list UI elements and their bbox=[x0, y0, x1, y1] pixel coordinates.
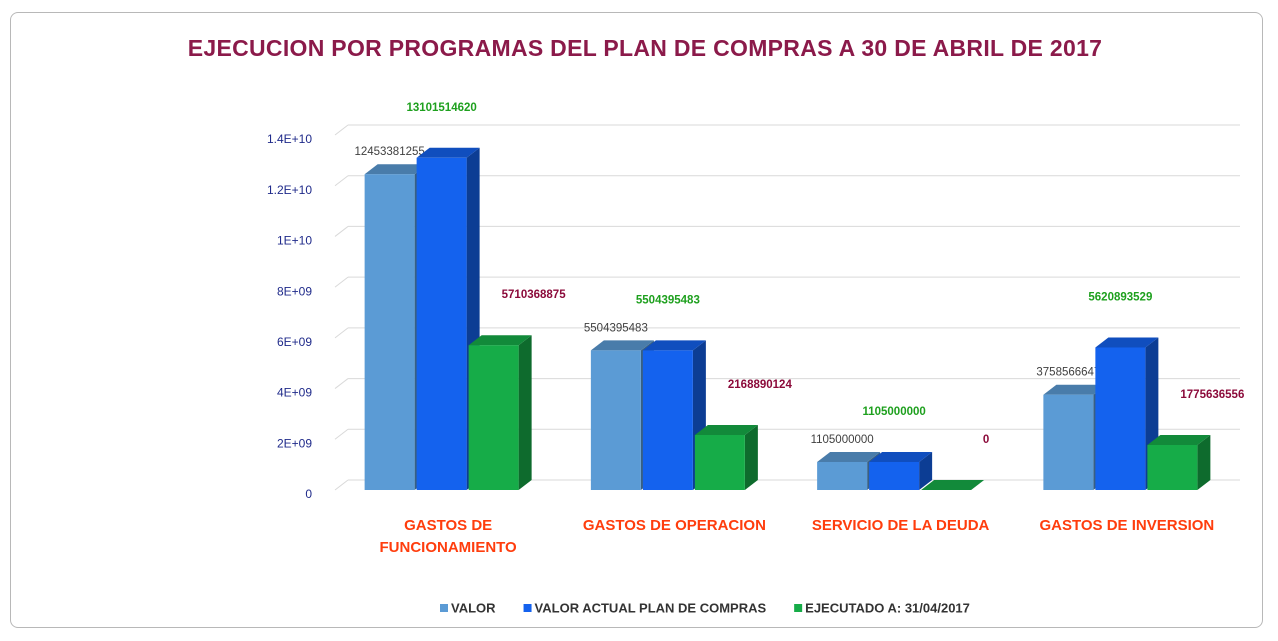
y-tick-label: 6E+09 bbox=[277, 335, 312, 349]
data-label: 5504395483 bbox=[584, 322, 648, 334]
bar-top bbox=[1095, 337, 1159, 348]
data-label: 1105000000 bbox=[811, 434, 874, 446]
chart-frame bbox=[10, 12, 1263, 628]
bar-top bbox=[869, 451, 933, 462]
bar bbox=[1043, 394, 1094, 490]
x-tick-label: GASTOS DE FUNCIONAMIENTO bbox=[379, 517, 517, 556]
bar-side bbox=[1197, 434, 1211, 490]
y-tick-label: 1.2E+10 bbox=[267, 183, 312, 197]
legend-swatch bbox=[794, 604, 803, 612]
grid-line bbox=[334, 479, 349, 491]
bar bbox=[590, 350, 641, 490]
y-tick-label: 2E+09 bbox=[277, 436, 312, 450]
bar-top bbox=[694, 425, 758, 436]
data-label: 12453381255 bbox=[354, 146, 424, 158]
bar-side bbox=[518, 335, 532, 490]
bar bbox=[1147, 444, 1198, 490]
bar-top bbox=[921, 480, 985, 490]
bar bbox=[694, 435, 745, 490]
bar-top bbox=[590, 340, 654, 351]
data-label: 5710368875 bbox=[502, 289, 567, 301]
y-tick-label: 1E+10 bbox=[277, 234, 312, 248]
grid-line bbox=[334, 175, 349, 187]
x-tick-label: GASTOS DE INVERSION bbox=[1039, 517, 1215, 534]
grid-line bbox=[334, 378, 349, 389]
bar-side bbox=[744, 425, 758, 490]
grid-line bbox=[334, 226, 349, 237]
chart-title: EJECUCION POR PROGRAMAS DEL PLAN DE COMP… bbox=[187, 35, 1103, 61]
y-tick-label: 4E+09 bbox=[277, 386, 312, 400]
data-label: 1775636556 bbox=[1180, 389, 1244, 401]
bar bbox=[468, 345, 519, 490]
x-tick-label: SERVICIO DE LA DEUDA bbox=[811, 517, 990, 534]
bar bbox=[364, 174, 415, 490]
bar-top bbox=[642, 340, 706, 351]
bar-side bbox=[919, 451, 933, 490]
data-label: 5504395483 bbox=[636, 294, 700, 306]
data-label: 3758566647 bbox=[1036, 367, 1100, 379]
data-label: 2168890124 bbox=[728, 379, 793, 391]
bar-top bbox=[364, 164, 428, 175]
bar-top bbox=[416, 147, 480, 158]
y-tick-label: 8E+09 bbox=[277, 284, 312, 298]
grid-line bbox=[334, 428, 349, 440]
legend-label: VALOR ACTUAL PLAN DE COMPRAS bbox=[535, 600, 767, 615]
grid-line bbox=[334, 276, 349, 288]
bar-top bbox=[1043, 384, 1107, 395]
bar bbox=[817, 461, 868, 490]
grid-line bbox=[334, 124, 349, 136]
data-label: 0 bbox=[983, 434, 989, 446]
legend-swatch bbox=[523, 604, 532, 612]
grid-line bbox=[334, 327, 349, 339]
x-tick-label: GASTOS DE OPERACION bbox=[582, 517, 766, 534]
data-label: 13101514620 bbox=[406, 102, 476, 114]
bar bbox=[416, 157, 467, 490]
bar bbox=[1095, 347, 1146, 490]
bar bbox=[869, 461, 920, 490]
data-label: 5620893529 bbox=[1088, 292, 1152, 304]
data-label: 1105000000 bbox=[862, 406, 925, 418]
legend-swatch bbox=[440, 604, 448, 612]
bar-top bbox=[817, 451, 881, 462]
y-tick-label: 0 bbox=[305, 487, 312, 501]
legend-label: EJECUTADO A: 31/04/2017 bbox=[805, 600, 970, 615]
bar-top bbox=[1147, 434, 1211, 445]
y-tick-label: 1.4E+10 bbox=[267, 132, 312, 146]
legend-label: VALOR bbox=[451, 600, 496, 615]
bar bbox=[642, 350, 693, 490]
bar-top bbox=[468, 335, 532, 346]
